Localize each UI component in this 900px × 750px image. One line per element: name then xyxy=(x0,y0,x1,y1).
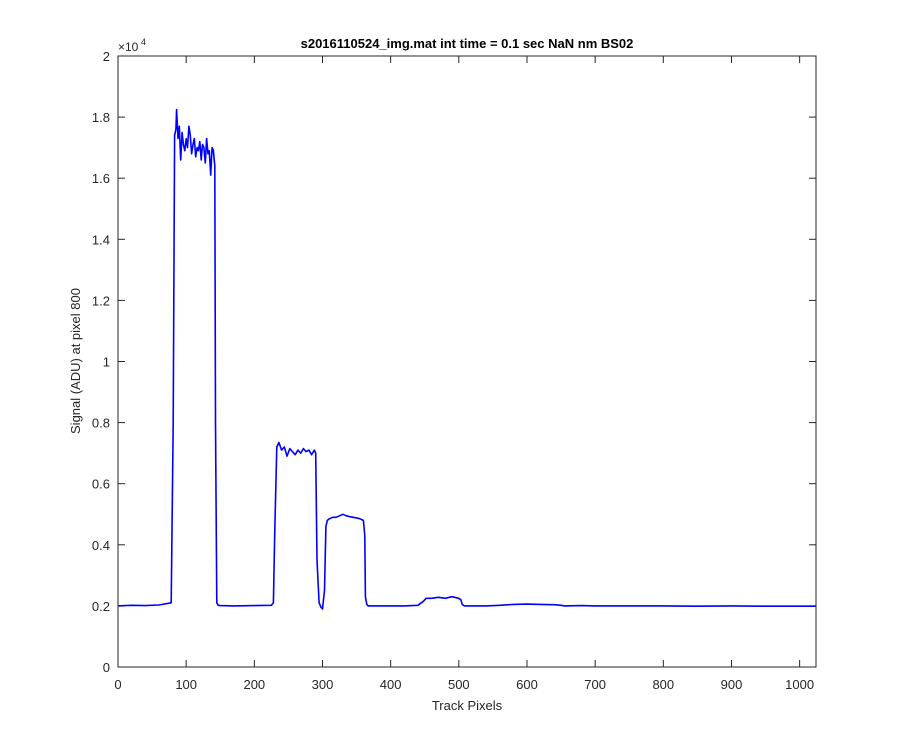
y-exponent-base: ×10 xyxy=(118,40,139,54)
y-tick-label: 1 xyxy=(103,355,110,370)
x-tick-label: 400 xyxy=(380,677,402,692)
x-tick-label: 1000 xyxy=(785,677,814,692)
y-exponent-label: ×10 4 xyxy=(118,37,146,54)
x-tick-label: 800 xyxy=(652,677,674,692)
x-tick-label: 900 xyxy=(721,677,743,692)
x-tick-label: 500 xyxy=(448,677,470,692)
series-group xyxy=(117,108,816,610)
y-tick-label: 0.2 xyxy=(92,599,110,614)
y-tick-label: 1.6 xyxy=(92,171,110,186)
chart-title: s2016110524_img.mat int time = 0.1 sec N… xyxy=(301,36,634,51)
y-tick-label: 1.2 xyxy=(92,293,110,308)
axes-box xyxy=(117,55,817,668)
x-tick-label: 0 xyxy=(114,677,121,692)
y-exponent-power: 4 xyxy=(141,37,146,47)
plot-area xyxy=(118,56,816,667)
y-axis-label: Signal (ADU) at pixel 800 xyxy=(68,288,83,434)
y-tick-label: 0.6 xyxy=(92,477,110,492)
x-tick-label: 200 xyxy=(243,677,265,692)
y-tick-label: 1.8 xyxy=(92,110,110,125)
y-tick-label: 1.4 xyxy=(92,232,110,247)
y-tick-label: 0 xyxy=(103,660,110,675)
x-tick-label: 100 xyxy=(175,677,197,692)
series-line-0 xyxy=(117,108,816,610)
x-tick-label: 700 xyxy=(584,677,606,692)
tick-labels: 0 100 200 300 400 500 600 700 800 900 1000 0 0.2 0.4 0… xyxy=(92,49,814,692)
y-tick-label: 2 xyxy=(103,49,110,64)
x-tick-label: 600 xyxy=(516,677,538,692)
y-tick-label: 0.4 xyxy=(92,538,110,553)
x-tick-label: 300 xyxy=(312,677,334,692)
x-axis-label: Track Pixels xyxy=(432,698,503,713)
y-tick-label: 0.8 xyxy=(92,416,110,431)
